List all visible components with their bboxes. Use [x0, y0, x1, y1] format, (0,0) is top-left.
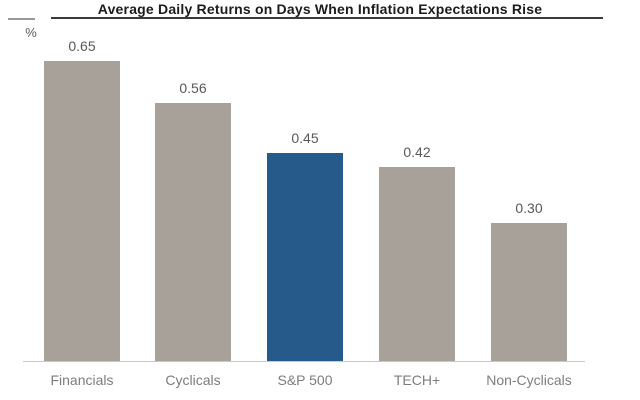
bar-value-label-tech: 0.42 — [403, 144, 431, 160]
bar-value-label-s-p-500: 0.45 — [291, 130, 319, 146]
bar-value-label-financials: 0.65 — [68, 38, 96, 54]
category-label-financials: Financials — [50, 372, 114, 388]
bar-financials — [44, 61, 120, 361]
y-axis-unit-label: % — [25, 25, 37, 40]
category-label-s-p-500: S&P 500 — [277, 372, 333, 388]
bar-s-p-500 — [267, 153, 343, 361]
x-axis-line — [23, 361, 585, 362]
bar-cyclicals — [155, 103, 231, 361]
y-axis-tick — [8, 18, 35, 20]
bar-tech — [379, 167, 455, 361]
chart-title: Average Daily Returns on Days When Infla… — [97, 1, 543, 17]
category-label-cyclicals: Cyclicals — [165, 372, 221, 388]
bar-value-label-cyclicals: 0.56 — [179, 80, 207, 96]
category-label-non-cyclicals: Non-Cyclicals — [486, 372, 572, 388]
title-underline — [51, 17, 603, 19]
bar-value-label-non-cyclicals: 0.30 — [515, 200, 543, 216]
bar-non-cyclicals — [491, 223, 567, 361]
category-label-tech: TECH+ — [393, 372, 441, 388]
